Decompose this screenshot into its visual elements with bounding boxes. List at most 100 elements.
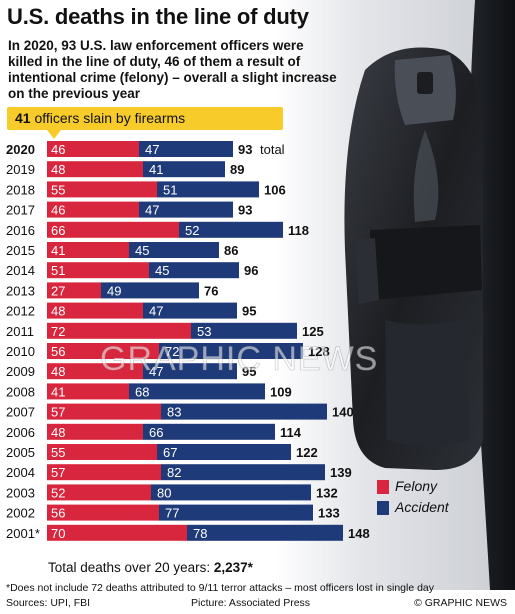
- total-deaths-value: 2,237*: [213, 560, 253, 575]
- bar-felony: [47, 242, 129, 258]
- felony-value-label: 48: [51, 364, 65, 379]
- year-label: 2019: [6, 162, 35, 177]
- year-label: 2013: [6, 283, 35, 298]
- sources: Sources: UPI, FBI: [6, 597, 91, 609]
- bar-accident: [129, 383, 265, 400]
- callout-number: 41: [15, 110, 31, 126]
- bar-accident: [157, 181, 259, 198]
- bar-felony: [47, 444, 157, 460]
- bar-felony: [47, 403, 161, 420]
- total-value-label: 128: [308, 344, 330, 359]
- accident-value-label: 45: [135, 243, 149, 258]
- total-value-label: 93: [238, 203, 252, 218]
- accident-value-label: 66: [149, 425, 163, 440]
- year-label: 2003: [6, 485, 35, 500]
- bar-felony: [47, 423, 143, 440]
- total-deaths-line: Total deaths over 20 years: 2,237*: [48, 560, 253, 575]
- bar-accident: [157, 444, 291, 460]
- legend-swatch-accident: [377, 501, 389, 515]
- year-label: 2002: [6, 506, 35, 521]
- legend-swatch-felony: [377, 480, 389, 494]
- holster-photo: [275, 0, 515, 590]
- bar-accident: [159, 343, 303, 359]
- bar-felony: [47, 383, 129, 400]
- year-label: 2020: [6, 142, 35, 157]
- bar-felony: [47, 524, 187, 541]
- bar-accident: [139, 201, 233, 218]
- year-label: 2004: [6, 465, 35, 480]
- felony-value-label: 72: [51, 324, 65, 339]
- bar-accident: [187, 524, 343, 541]
- total-value-label: 86: [224, 243, 238, 258]
- bar-felony: [47, 504, 159, 521]
- page-title: U.S. deaths in the line of duty: [7, 4, 309, 29]
- accident-value-label: 67: [163, 445, 177, 460]
- total-suffix-label: total: [260, 142, 285, 157]
- callout-text: 41 officers slain by firearms: [15, 110, 185, 126]
- bar-felony: [47, 141, 139, 157]
- year-label: 2015: [6, 243, 35, 258]
- bar-accident: [159, 504, 313, 521]
- felony-value-label: 48: [51, 425, 65, 440]
- felony-value-label: 57: [51, 465, 65, 480]
- felony-value-label: 55: [51, 182, 65, 197]
- year-label: 2006: [6, 425, 35, 440]
- bar-accident: [101, 282, 199, 299]
- total-value-label: 122: [296, 445, 318, 460]
- felony-value-label: 51: [51, 263, 65, 278]
- total-value-label: 114: [280, 425, 302, 440]
- felony-value-label: 56: [51, 506, 65, 521]
- picture-credit: Picture: Associated Press: [191, 597, 311, 609]
- bar-accident: [149, 262, 239, 279]
- total-value-label: 132: [316, 485, 338, 500]
- subtitle: In 2020, 93 U.S. law enforcement officer…: [8, 38, 337, 101]
- bar-felony: [47, 464, 161, 481]
- bar-accident: [129, 242, 219, 258]
- bar-accident: [143, 423, 275, 440]
- year-label: 2017: [6, 203, 35, 218]
- felony-value-label: 27: [51, 283, 65, 298]
- total-value-label: 89: [230, 162, 244, 177]
- firearms-callout: 41 officers slain by firearms: [7, 107, 283, 139]
- accident-value-label: 45: [155, 263, 169, 278]
- legend: Felony Accident: [377, 478, 497, 518]
- year-label: 2014: [6, 263, 35, 278]
- year-label: 2009: [6, 364, 35, 379]
- total-value-label: 125: [302, 324, 324, 339]
- callout-label: officers slain by firearms: [34, 110, 186, 126]
- accident-value-label: 47: [145, 203, 159, 218]
- bar-accident: [139, 141, 233, 157]
- footer: Sources: UPI, FBI Picture: Associated Pr…: [6, 597, 511, 611]
- felony-value-label: 41: [51, 384, 65, 399]
- felony-value-label: 70: [51, 526, 65, 541]
- felony-value-label: 46: [51, 203, 65, 218]
- bar-accident: [161, 464, 325, 481]
- bar-felony: [47, 282, 101, 299]
- accident-value-label: 41: [149, 162, 163, 177]
- deaths-bar-chart: 2020 46 47 93 total 2019 48 41 89 2018 55 51 106 2017…: [6, 141, 370, 541]
- accident-value-label: 53: [197, 324, 211, 339]
- total-value-label: 95: [242, 364, 256, 379]
- accident-value-label: 52: [185, 223, 199, 238]
- legend-label-accident: Accident: [395, 499, 449, 515]
- felony-value-label: 46: [51, 142, 65, 157]
- bar-accident: [161, 403, 327, 420]
- footnote: *Does not include 72 deaths attributed t…: [6, 582, 435, 594]
- felony-value-label: 41: [51, 243, 65, 258]
- felony-value-label: 52: [51, 485, 65, 500]
- bar-accident: [143, 302, 237, 319]
- total-value-label: 140: [332, 405, 354, 420]
- accident-value-label: 49: [107, 283, 121, 298]
- year-label: 2016: [6, 223, 35, 238]
- bar-accident: [143, 161, 225, 178]
- bar-felony: [47, 262, 149, 279]
- accident-value-label: 82: [167, 465, 181, 480]
- accident-value-label: 78: [193, 526, 207, 541]
- bar-felony: [47, 181, 157, 198]
- accident-value-label: 51: [163, 182, 177, 197]
- year-label: 2012: [6, 304, 35, 319]
- year-label: 2005: [6, 445, 35, 460]
- bar-accident: [151, 484, 311, 501]
- year-label: 2010: [6, 344, 35, 359]
